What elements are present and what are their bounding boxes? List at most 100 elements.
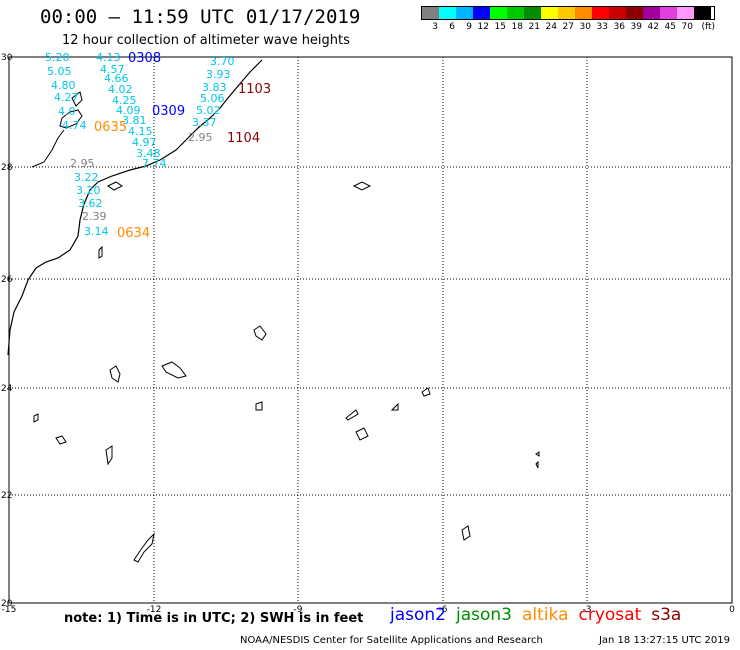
island-11 [421, 387, 431, 397]
legend-label: 6 [449, 22, 455, 32]
legend-labels: 3 6 9 12 15 18 21 24 27 30 33 36 39 42 45 70 (ft) [421, 22, 715, 32]
wave-height-label: 5.05 [47, 65, 72, 78]
island-18 [133, 532, 155, 563]
lon-tick-label: -12 [147, 605, 162, 615]
lat-tick-label: 22 [1, 491, 12, 501]
wave-height-label: 5.20 [45, 51, 70, 64]
legend-label: 18 [511, 22, 523, 32]
lon-tick-label: -15 [2, 605, 17, 615]
island-lanzarote [31, 129, 65, 168]
legend-swatch [541, 7, 558, 19]
island-12 [33, 413, 39, 423]
wave-height-label: 4.02 [108, 83, 133, 96]
lon-tick-label: -9 [294, 605, 303, 615]
legend-label: 45 [664, 22, 676, 32]
wave-height-label: 3.48 [136, 147, 161, 160]
wave-height-label: 3.22 [74, 171, 99, 184]
legend-swatch [473, 7, 490, 19]
wave-height-label: 3.20 [76, 184, 101, 197]
legend-label: 36 [613, 22, 625, 32]
island-10 [355, 427, 369, 441]
wave-height-label: 4.25 [112, 94, 137, 107]
legend-label: 3 [432, 22, 438, 32]
wave-height-label: 4.09 [116, 104, 141, 117]
island-4 [253, 325, 267, 341]
satellite-label: jason3 [456, 605, 512, 625]
island-8 [345, 409, 359, 421]
satellite-label: jason2 [390, 605, 446, 625]
legend-label: 70 [681, 22, 693, 32]
wave-height-label: 4.13 [96, 51, 121, 64]
lat-tick-label: 24 [1, 384, 13, 394]
wave-height-label: 4.74 [62, 119, 87, 132]
island-16 [535, 460, 539, 469]
legend-label: 12 [477, 22, 489, 32]
wave-height-label: 3.83 [202, 81, 227, 94]
lat-tick-label: 28 [1, 163, 13, 173]
island-9 [390, 402, 399, 411]
legend-swatch [507, 7, 524, 19]
legend-label: 39 [630, 22, 642, 32]
pass-time-label: 1104 [227, 131, 260, 146]
chart-title: 00:00 – 11:59 UTC 01/17/2019 [40, 6, 361, 28]
island-7 [255, 401, 263, 411]
legend-swatch [694, 7, 711, 19]
satellite-legend: jason2 jason3 altika cryosat s3a [390, 605, 681, 625]
wave-height-label: 4.0 [58, 105, 76, 118]
pass-time-label: 0635 [94, 120, 127, 135]
legend-swatch [456, 7, 473, 19]
wave-height-label: 4.15 [128, 125, 153, 138]
legend-swatch [609, 7, 626, 19]
island-2 [98, 245, 103, 259]
wave-height-labels: 5.205.054.804.274.04.744.134.574.664.024… [45, 51, 271, 241]
wave-height-label: 4.66 [104, 72, 129, 85]
wave-height-label: 2.39 [82, 210, 107, 223]
pass-time-label: 1103 [238, 82, 271, 97]
legend-swatches [421, 6, 715, 20]
wave-height-label: 3.70 [210, 55, 235, 68]
lat-tick-label: 20 [1, 599, 13, 609]
credit-line: NOAA/NESDIS Center for Satellite Applica… [240, 635, 730, 646]
lat-tick-label: 26 [1, 275, 13, 285]
map-grid [9, 57, 732, 603]
lon-tick-label: -6 [439, 605, 448, 615]
legend-swatch [626, 7, 643, 19]
pass-time-label: 0308 [128, 51, 161, 66]
satellite-label: altika [522, 605, 569, 625]
legend-label: 30 [579, 22, 591, 32]
color-legend: 3 6 9 12 15 18 21 24 27 30 33 36 39 42 45 70 (ft) [421, 6, 715, 32]
legend-swatch [558, 7, 575, 19]
legend-label: 21 [528, 22, 540, 32]
island-14 [105, 445, 113, 466]
coastline [7, 59, 263, 356]
legend-swatch [422, 7, 439, 19]
legend-label: 27 [562, 22, 574, 32]
wave-height-label: 7.74 [142, 157, 167, 170]
legend-label: 15 [494, 22, 506, 32]
credit-timestamp: Jan 18 13:27:15 UTC 2019 [598, 635, 730, 646]
lon-tick-label: -3 [583, 605, 592, 615]
axis-labels: 30 28 26 24 22 20-15 -12 -9 -6 -3 0 [1, 53, 735, 615]
legend-swatch [643, 7, 660, 19]
wave-height-label: 2.95 [70, 157, 95, 170]
lat-tick-label: 30 [1, 53, 13, 63]
legend-swatch [677, 7, 694, 19]
island-3 [352, 181, 372, 191]
wave-height-label: 4.80 [51, 79, 76, 92]
island-15 [535, 451, 540, 457]
island-tenerife [59, 109, 83, 129]
wave-height-label: 2.95 [188, 131, 213, 144]
legend-label: 24 [545, 22, 557, 32]
legend-label: 9 [466, 22, 472, 32]
wave-height-label: 4.27 [54, 91, 79, 104]
legend-swatch [490, 7, 507, 19]
island-1 [107, 181, 123, 191]
wave-height-label: 3.14 [84, 225, 109, 238]
chart-subtitle: 12 hour collection of altimeter wave hei… [62, 33, 350, 48]
wave-height-label: 3.62 [78, 197, 103, 210]
map-frame [8, 56, 733, 604]
wave-height-label: 5.06 [200, 92, 225, 105]
legend-label: 42 [647, 22, 659, 32]
lon-tick-label: 0 [729, 605, 735, 615]
